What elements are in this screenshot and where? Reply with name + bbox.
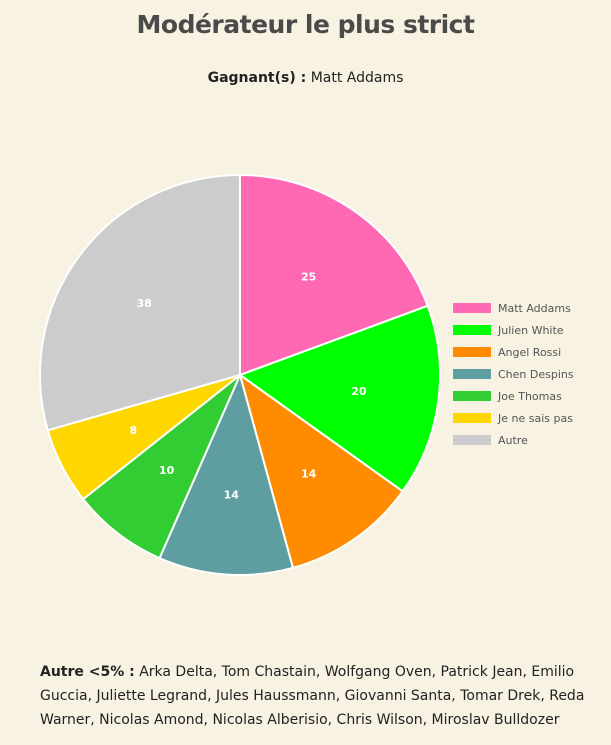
legend-swatch	[453, 391, 491, 401]
legend-label: Chen Despins	[498, 368, 574, 381]
legend-label: Angel Rossi	[498, 346, 561, 359]
pie-slice-joe-thomas	[81, 374, 241, 560]
slice-value-label: 10	[159, 464, 175, 477]
legend-swatch	[453, 413, 491, 423]
winner-label: Gagnant(s) :	[207, 70, 307, 86]
legend-label: Matt Addams	[498, 302, 571, 315]
slice-value-label: 8	[129, 424, 137, 437]
winner-line: Gagnant(s) : Matt Addams	[0, 70, 611, 86]
legend-swatch	[453, 435, 491, 445]
legend-label: Autre	[498, 434, 528, 447]
other-label: Autre <5% :	[40, 664, 135, 680]
slice-value-label: 14	[224, 489, 240, 502]
legend-swatch	[453, 303, 491, 313]
chart-title: Modérateur le plus strict	[136, 10, 475, 39]
legend-label: Joe Thomas	[497, 390, 562, 403]
pie-chart: 25 20 14 14 10 8 38 Matt Addams Julien White Ange…	[39, 173, 574, 576]
winner-value: Matt Addams	[310, 70, 404, 86]
pie-slice-chen-despins	[158, 372, 295, 576]
slice-value-label: 14	[301, 467, 317, 480]
slice-value-label: 20	[351, 385, 367, 398]
legend-swatch	[453, 347, 491, 357]
pie-slice-autre	[39, 173, 241, 432]
pie-slice-julien-white	[237, 304, 441, 493]
legend-label: Je ne sais pas	[497, 412, 573, 425]
legend-label: Julien White	[497, 324, 564, 337]
slice-value-label: 25	[301, 271, 316, 284]
legend-swatch	[453, 369, 491, 379]
other-names: Arka Delta, Tom Chastain, Wolfgang Oven,…	[40, 664, 585, 728]
slice-value-label: 38	[136, 297, 151, 310]
pie-slice-matt-addams	[239, 173, 429, 377]
other-names-footer: Autre <5% : Arka Delta, Tom Chastain, Wo…	[40, 660, 588, 732]
legend-swatch	[453, 325, 491, 335]
